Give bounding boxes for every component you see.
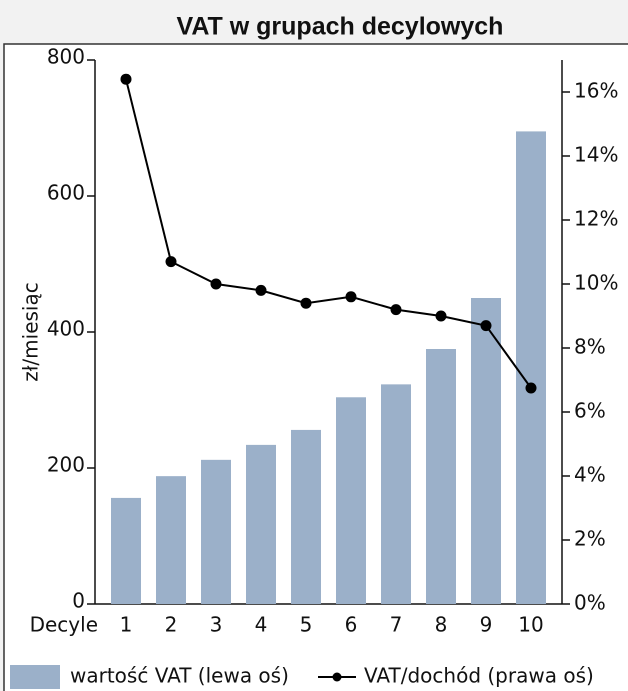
point	[255, 284, 267, 296]
point	[300, 297, 312, 309]
x-tick-label: 6	[345, 613, 358, 637]
bar	[156, 476, 186, 604]
x-axis-label: Decyle	[30, 613, 98, 637]
y2-tick-label: 14%	[574, 143, 618, 167]
y2-tick-label: 6%	[574, 399, 606, 423]
x-tick-label: 5	[300, 613, 313, 637]
legend-swatch	[10, 665, 60, 689]
y-tick-label: 800	[47, 45, 85, 69]
bar	[336, 397, 366, 604]
point	[525, 382, 537, 394]
y2-tick-label: 10%	[574, 271, 618, 295]
legend-label: VAT/dochód (prawa oś)	[364, 664, 594, 688]
x-tick-label: 7	[390, 613, 403, 637]
x-tick-label: 8	[435, 613, 448, 637]
x-tick-label: 3	[210, 613, 223, 637]
y2-tick-label: 16%	[574, 79, 618, 103]
x-tick-label: 4	[255, 613, 268, 637]
bar	[426, 349, 456, 604]
point	[165, 256, 177, 268]
bar	[111, 497, 141, 604]
point	[345, 291, 357, 303]
legend-label: wartość VAT (lewa oś)	[70, 664, 289, 688]
line	[125, 78, 532, 389]
point	[480, 320, 492, 332]
y2-tick-label: 8%	[574, 335, 606, 359]
y-axis-label: zł/miesiąc	[19, 282, 43, 382]
bar	[471, 298, 501, 604]
bar	[246, 444, 276, 604]
point	[120, 73, 132, 85]
y-tick-label: 600	[47, 181, 85, 205]
chart-title: VAT w grupach decylowych	[177, 13, 504, 41]
x-tick-label: 9	[480, 613, 493, 637]
x-tick-label: 10	[518, 613, 543, 637]
y2-tick-label: 4%	[574, 463, 606, 487]
point	[435, 310, 447, 322]
point	[210, 278, 222, 290]
y2-tick-label: 2%	[574, 527, 606, 551]
x-tick-label: 1	[120, 613, 133, 637]
bar	[381, 384, 411, 604]
y-tick-label: 200	[47, 453, 85, 477]
bar	[516, 131, 546, 604]
y2-tick-label: 12%	[574, 207, 618, 231]
bar	[291, 429, 321, 604]
y-tick-label: 0	[72, 589, 85, 613]
legend-swatch-dot	[332, 672, 342, 682]
y-tick-label: 400	[47, 317, 85, 341]
y2-tick-label: 0%	[574, 591, 606, 615]
x-tick-label: 2	[165, 613, 178, 637]
point	[390, 304, 402, 316]
bar	[201, 459, 231, 604]
